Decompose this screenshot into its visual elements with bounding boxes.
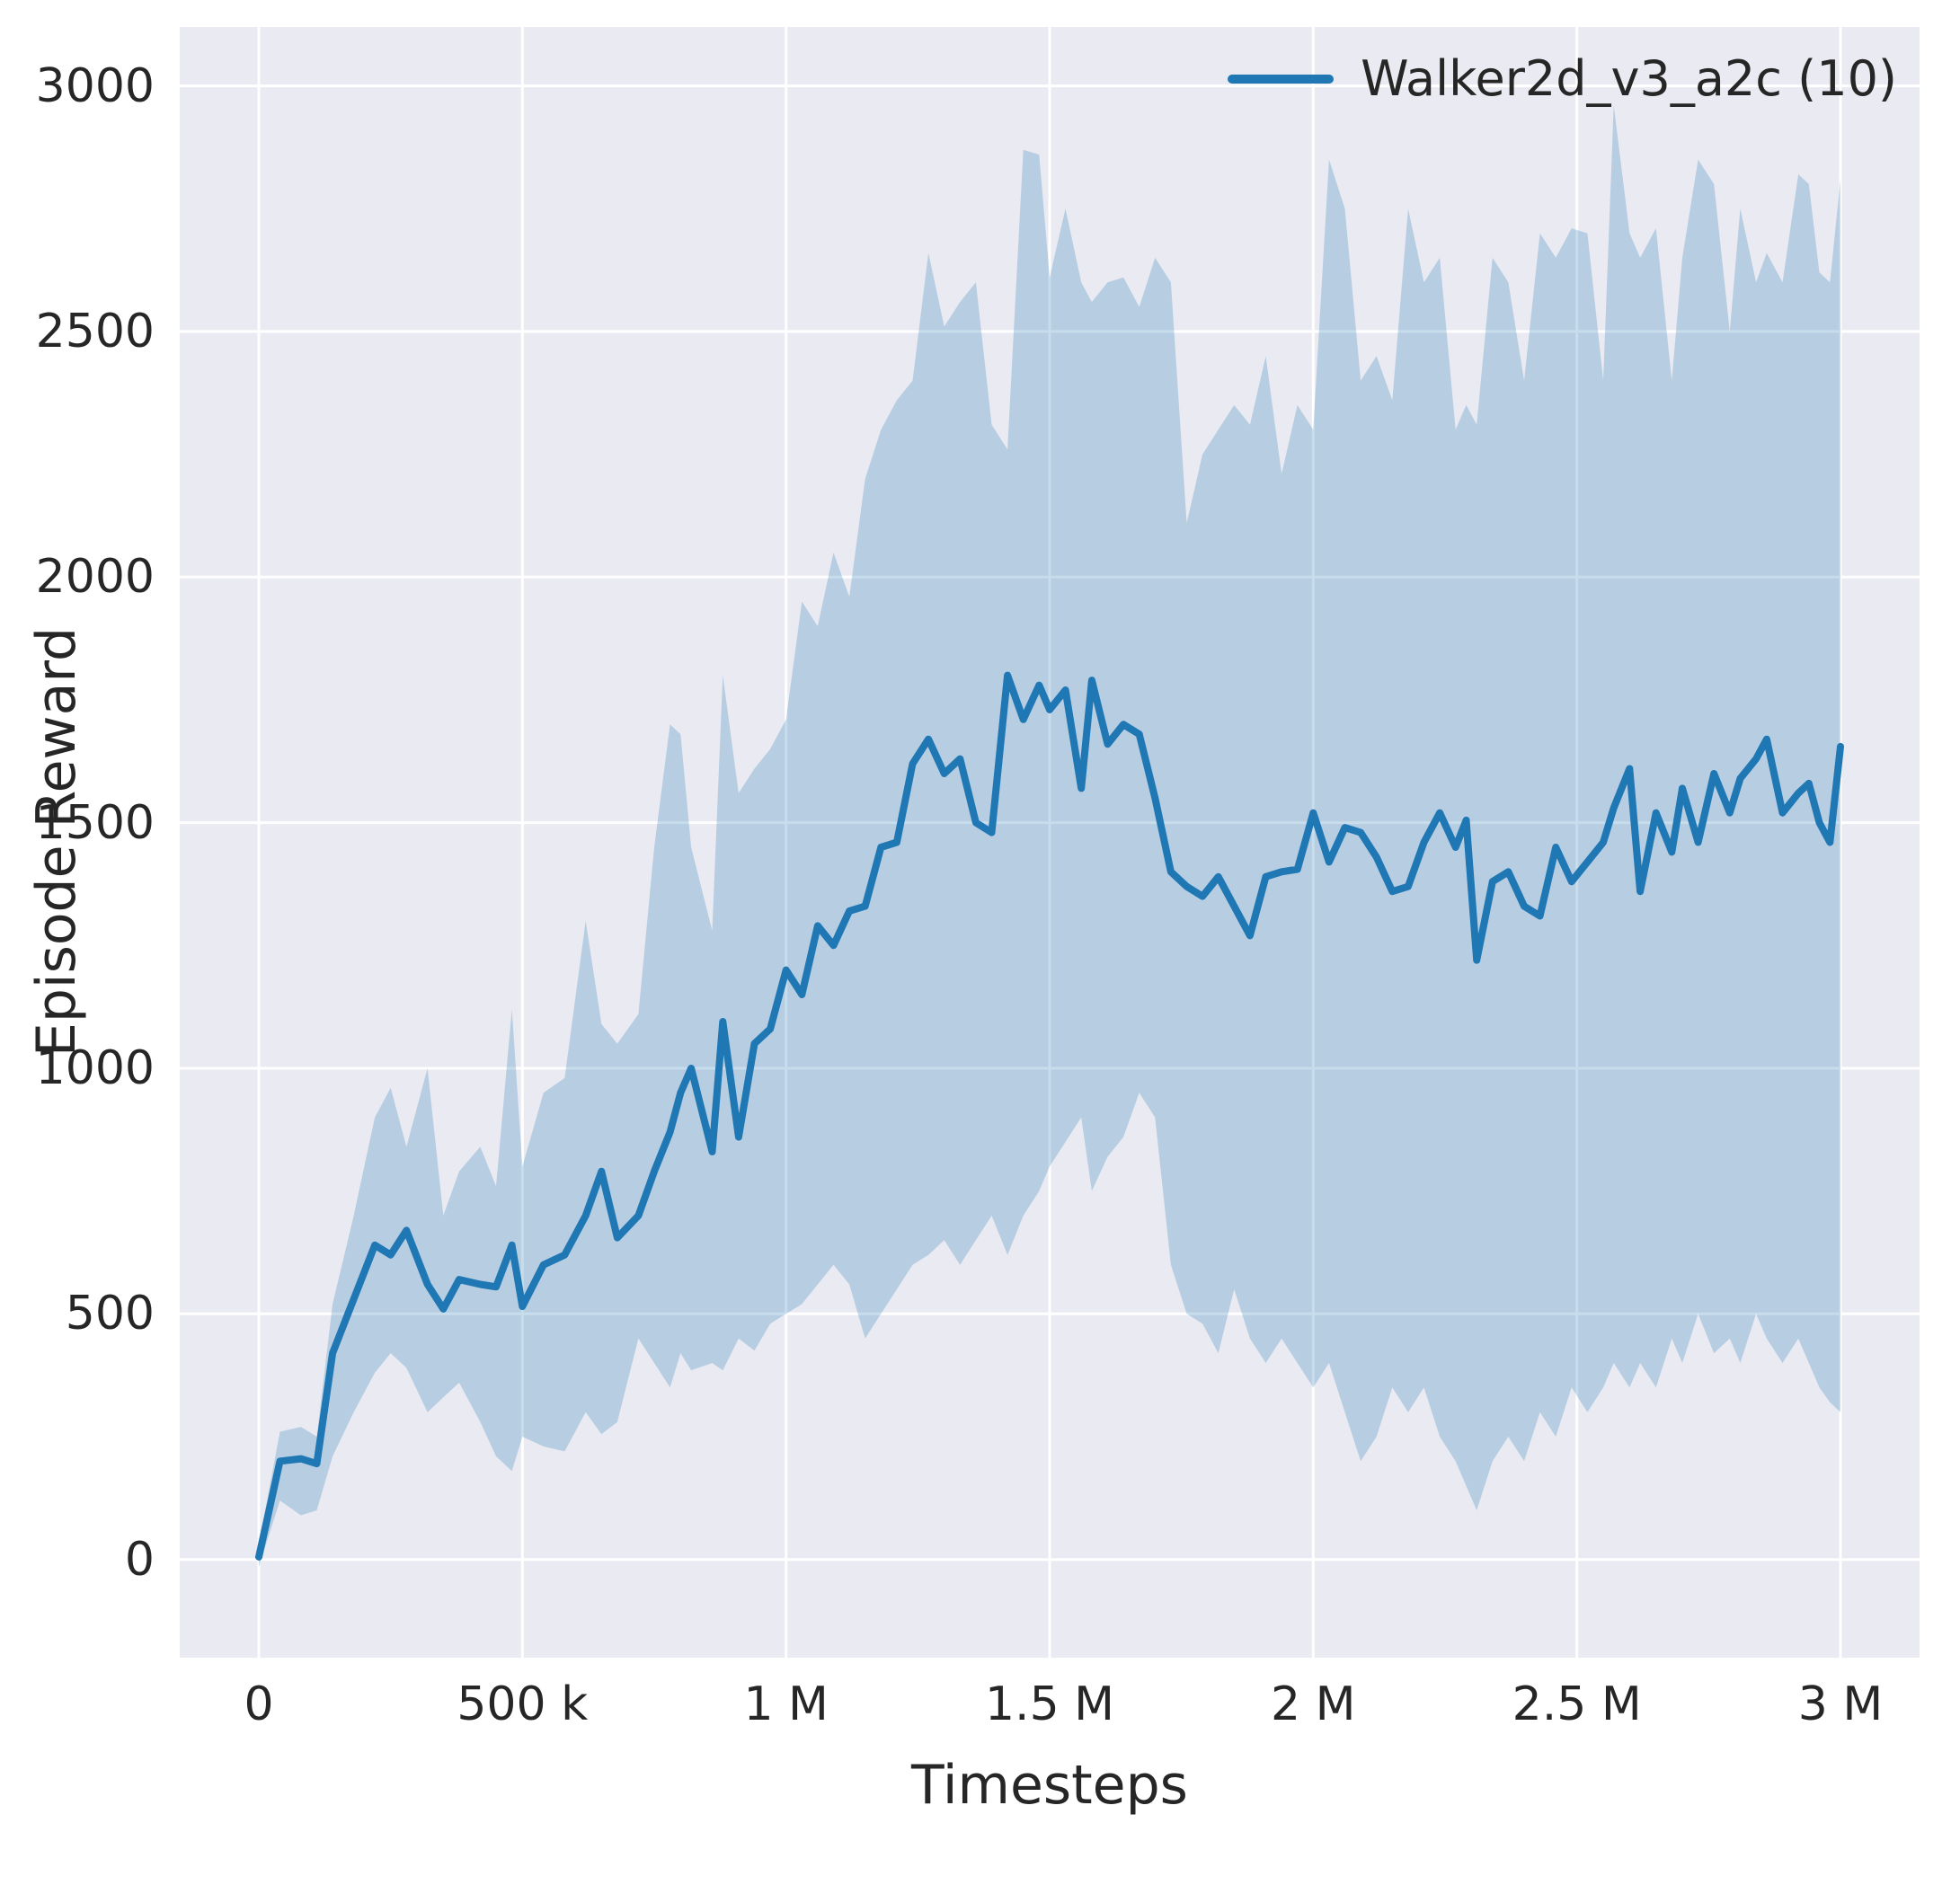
legend-label: Walker2d_v3_a2c (10): [1361, 50, 1897, 107]
y-tick-label: 2000: [35, 550, 155, 605]
x-tick-label: 2 M: [1271, 1677, 1356, 1731]
y-tick-label: 1500: [35, 795, 155, 850]
x-tick-label: 3 M: [1797, 1677, 1884, 1731]
x-tick-label: 1 M: [743, 1677, 829, 1731]
x-tick-label: 1.5 M: [984, 1677, 1115, 1731]
x-tick-label: 500 k: [457, 1677, 589, 1731]
y-tick-label: 500: [65, 1287, 155, 1341]
x-tick-label: 2.5 M: [1512, 1677, 1642, 1731]
legend-line-sample: [1228, 74, 1335, 84]
y-tick-label: 3000: [35, 58, 155, 113]
y-tick-label: 2500: [35, 304, 155, 358]
x-tick-label: 0: [244, 1677, 274, 1731]
y-axis-label: Episode Reward: [25, 626, 88, 1058]
legend: Walker2d_v3_a2c (10): [1228, 50, 1897, 107]
y-tick-label: 0: [124, 1532, 155, 1587]
x-axis-label: Timesteps: [911, 1754, 1188, 1817]
y-tick-label: 1000: [35, 1041, 155, 1095]
